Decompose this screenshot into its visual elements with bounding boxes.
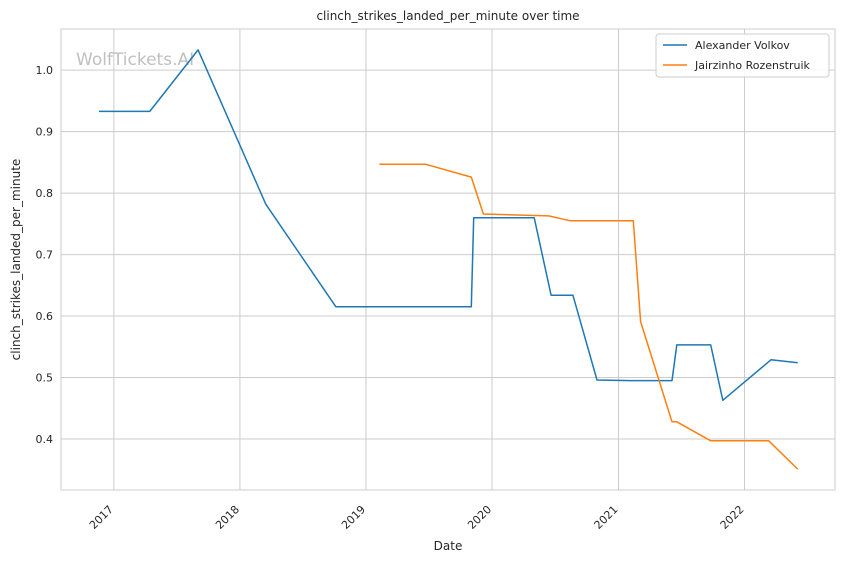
y-tick-label: 0.4 <box>36 433 54 446</box>
y-tick-label: 1.0 <box>36 64 54 77</box>
legend-label-2: Jairzinho Rozenstruik <box>694 59 811 72</box>
y-tick-label: 0.6 <box>36 310 54 323</box>
legend: Alexander Volkov Jairzinho Rozenstruik <box>655 33 830 78</box>
series-layer <box>99 49 799 470</box>
chart-title: clinch_strikes_landed_per_minute over ti… <box>316 9 579 23</box>
watermark: WolfTickets.AI <box>76 50 194 70</box>
x-axis-label: Date <box>434 539 463 553</box>
series-line-1 <box>99 49 798 402</box>
y-tick-label: 0.7 <box>36 249 54 262</box>
y-tick-label: 0.5 <box>36 372 54 385</box>
y-axis-label: clinch_strikes_landed_per_minute <box>9 159 23 361</box>
series-line-2 <box>379 163 799 470</box>
y-tick-label: 0.8 <box>36 187 54 200</box>
legend-box <box>655 33 830 78</box>
legend-label-1: Alexander Volkov <box>695 39 790 52</box>
y-tick-label: 0.9 <box>36 126 54 139</box>
plot-frame <box>60 28 836 491</box>
grid-layer <box>61 29 835 490</box>
